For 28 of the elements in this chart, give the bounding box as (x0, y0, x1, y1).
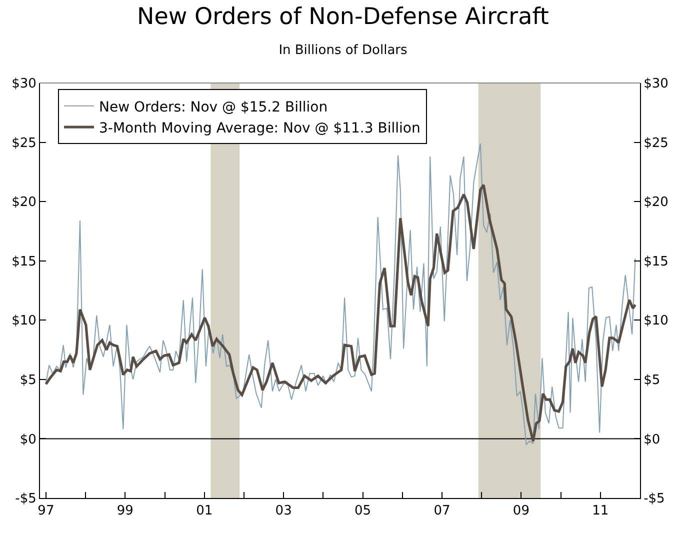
y-tick-label: $25 (12, 136, 36, 151)
chart-title: New Orders of Non-Defense Aircraft (137, 4, 549, 30)
y2-tick-label: $25 (644, 136, 668, 151)
y2-tick-label: $20 (644, 195, 668, 210)
y-tick-label: $20 (12, 195, 36, 210)
y-tick-label: $30 (12, 76, 36, 92)
y-tick-label: $0 (20, 432, 36, 448)
y-tick-label: $10 (12, 314, 36, 329)
y-tick-label: $15 (12, 254, 36, 270)
legend-label: New Orders: Nov @ $15.2 Billion (99, 99, 328, 116)
y-tick-label: $5 (20, 372, 36, 388)
y2-tick-label: $30 (644, 76, 668, 92)
x-tick-label: 03 (275, 504, 292, 519)
y2-tick-label: -$5 (644, 492, 665, 507)
x-tick-label: 99 (116, 504, 134, 519)
x-tick-label: 09 (512, 504, 530, 519)
y2-tick-label: $10 (644, 314, 668, 329)
x-tick-label: 01 (196, 504, 213, 519)
y2-tick-label: $5 (644, 372, 660, 388)
x-tick-label: 97 (38, 504, 54, 519)
x-tick-label: 11 (592, 504, 609, 519)
x-tick-label: 05 (354, 504, 372, 519)
x-tick-label: 07 (434, 504, 450, 519)
y2-tick-label: $0 (644, 432, 660, 448)
legend-label: 3-Month Moving Average: Nov @ $11.3 Billion (99, 120, 420, 136)
chart-subtitle: In Billions of Dollars (278, 42, 408, 58)
y2-tick-label: $15 (644, 254, 668, 270)
y-tick-label: -$5 (15, 492, 36, 507)
